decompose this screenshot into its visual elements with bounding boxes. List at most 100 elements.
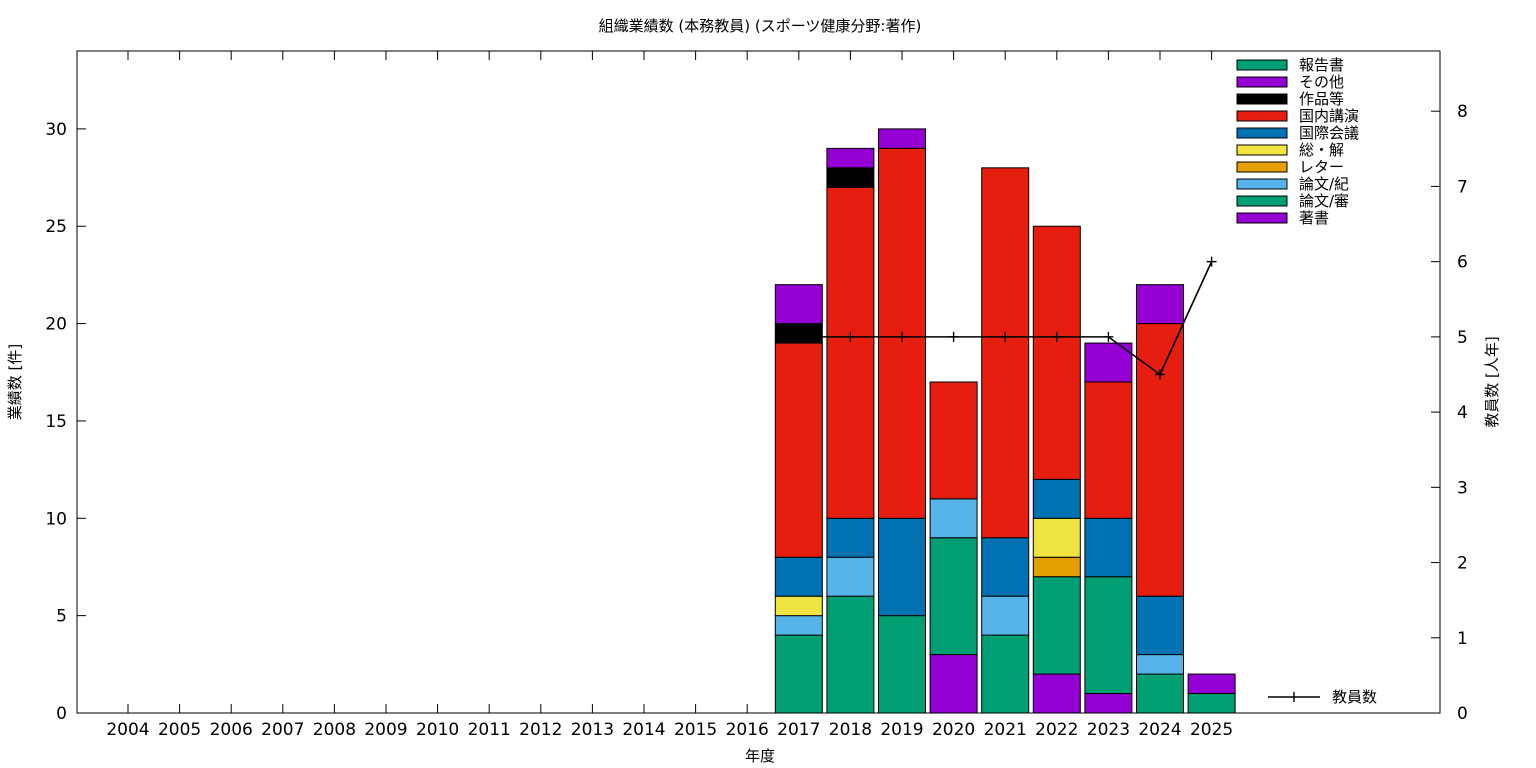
y2-tick-label: 7: [1457, 177, 1468, 197]
bar-segment: [774, 284, 823, 325]
y2-tick-label: 2: [1457, 554, 1468, 574]
y-tick-label: 10: [45, 509, 67, 529]
chart-title: 組織業績数 (本務教員) (スポーツ健康分野:著作): [599, 17, 922, 35]
y2-tick-label: 3: [1457, 478, 1468, 498]
y-tick-label: 5: [56, 607, 67, 627]
bar-segment: [826, 556, 875, 597]
legend-swatch: [1236, 93, 1288, 105]
x-tick-label: 2011: [468, 720, 511, 740]
bar-segment: [826, 147, 875, 169]
bar-segment: [1084, 517, 1133, 578]
y-tick-label: 30: [45, 120, 67, 140]
x-tick-label: 2008: [313, 720, 356, 740]
bar-segment: [929, 537, 978, 656]
bar-segment: [1032, 517, 1081, 558]
x-tick-label: 2015: [674, 720, 717, 740]
bar-segment: [1084, 381, 1133, 519]
x-tick-label: 2021: [984, 720, 1027, 740]
bar-segment: [929, 381, 978, 500]
y2-tick-label: 6: [1457, 253, 1468, 273]
bar-segment: [826, 595, 875, 714]
bar-segment: [1136, 654, 1184, 675]
bar-segment: [878, 615, 926, 714]
legend-swatch: [1236, 127, 1288, 139]
bar-segment: [1032, 673, 1081, 714]
y-tick-label: 25: [45, 217, 67, 237]
x-tick-label: 2019: [880, 720, 923, 740]
x-tick-label: 2023: [1087, 720, 1130, 740]
x-tick-label: 2022: [1035, 720, 1078, 740]
bar-segment: [774, 556, 823, 597]
bar-segment: [826, 517, 875, 558]
bar-segment: [1187, 673, 1236, 695]
bar-segment: [774, 595, 823, 617]
y2-tick-label: 1: [1457, 629, 1468, 649]
x-axis-label: 年度: [745, 747, 775, 765]
x-tick-label: 2025: [1190, 720, 1233, 740]
x-tick-label: 2012: [519, 720, 562, 740]
legend-swatch: [1236, 144, 1288, 156]
bar-segment: [929, 654, 978, 714]
legend-swatch: [1236, 195, 1288, 207]
bar-segment: [1084, 342, 1133, 383]
y2-tick-label: 0: [1457, 704, 1468, 724]
bar-segment: [1136, 673, 1184, 714]
x-tick-label: 2020: [932, 720, 975, 740]
legend-swatch: [1236, 178, 1288, 190]
x-tick-label: 2005: [158, 720, 201, 740]
legend-label: 作品等: [1299, 90, 1344, 108]
x-tick-label: 2018: [829, 720, 872, 740]
x-tick-label: 2006: [210, 720, 253, 740]
plot-frame: [76, 50, 1441, 714]
legend-label: 国内講演: [1299, 107, 1359, 125]
legend-swatch: [1236, 110, 1288, 122]
bar-segment: [878, 128, 926, 149]
bar-segment: [1032, 478, 1081, 519]
legend-label: レター: [1299, 158, 1344, 176]
legend-label: その他: [1299, 73, 1344, 91]
x-tick-label: 2014: [622, 720, 665, 740]
legend-label: 論文/紀: [1299, 175, 1349, 193]
legend-label: 報告書: [1299, 56, 1344, 74]
y-axis-label: 業績数 [件]: [6, 344, 24, 420]
legend-line-label: 教員数: [1332, 688, 1377, 706]
bar-segment: [981, 595, 1030, 636]
bar-segment: [826, 167, 875, 188]
x-tick-label: 2024: [1138, 720, 1181, 740]
legend-label: 国際会議: [1299, 124, 1359, 142]
bar-segment: [929, 498, 978, 539]
legend-swatch: [1236, 212, 1288, 224]
y-tick-label: 0: [56, 704, 67, 724]
x-tick-label: 2017: [777, 720, 820, 740]
x-tick-label: 2016: [726, 720, 769, 740]
legend-label: 総・解: [1299, 141, 1344, 159]
y2-tick-label: 5: [1457, 328, 1468, 348]
legend-label: 論文/審: [1299, 192, 1349, 210]
bar-segment: [981, 537, 1030, 597]
bar-segment: [774, 342, 823, 558]
bar-segment: [981, 634, 1030, 714]
x-tick-label: 2013: [571, 720, 614, 740]
bar-segment: [774, 615, 823, 636]
x-tick-label: 2007: [261, 720, 304, 740]
legend-swatch: [1236, 161, 1288, 173]
bar-segment: [1136, 323, 1184, 597]
x-tick-label: 2009: [364, 720, 407, 740]
bar-segment: [1187, 693, 1236, 714]
y-tick-label: 15: [45, 412, 67, 432]
legend-swatch: [1236, 59, 1288, 71]
x-tick-label: 2010: [416, 720, 459, 740]
bar-segment: [1032, 556, 1081, 578]
bar-segment: [1136, 284, 1184, 325]
bar-segment: [774, 634, 823, 714]
x-tick-label: 2004: [106, 720, 149, 740]
legend-label: 著書: [1299, 209, 1329, 227]
bar-segment: [1136, 595, 1184, 656]
bar-segment: [1032, 576, 1081, 675]
legend-swatch: [1236, 76, 1288, 88]
bar-segment: [1032, 225, 1081, 480]
y2-tick-label: 8: [1457, 102, 1468, 122]
bar-segment: [826, 186, 875, 519]
